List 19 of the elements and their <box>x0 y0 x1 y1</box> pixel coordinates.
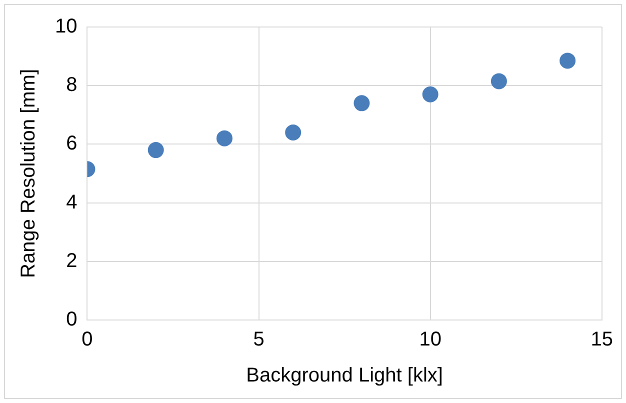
point <box>560 52 576 69</box>
x-tick-label: 15 <box>590 328 613 351</box>
y-tick-label: 10 <box>54 16 78 38</box>
x-axis-title: Background Light [klx] <box>246 364 443 387</box>
x-tick-label: 5 <box>253 328 264 351</box>
point <box>285 124 302 140</box>
point <box>148 142 164 158</box>
point <box>216 130 232 146</box>
y-axis-title: Range Resolution [mm] <box>18 69 40 278</box>
y-tick-label: 6 <box>66 132 78 155</box>
x-tick-label: 10 <box>419 328 442 351</box>
y-tick-label: 8 <box>66 74 78 96</box>
y-tick-label: 4 <box>66 191 78 214</box>
y-tick-label: 0 <box>66 308 78 331</box>
point <box>354 95 370 112</box>
point <box>490 73 507 90</box>
y-tick-label: 2 <box>66 250 78 272</box>
x-tick-label: 0 <box>82 328 93 351</box>
point <box>422 86 438 102</box>
